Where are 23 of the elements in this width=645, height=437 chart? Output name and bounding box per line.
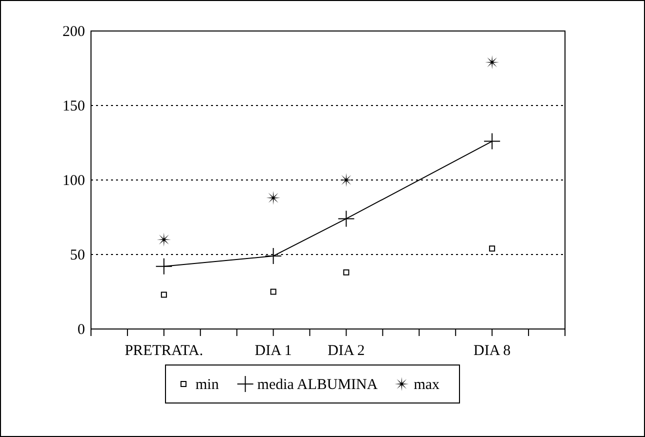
y-tick-label: 0 (78, 322, 85, 338)
legend-label: media ALBUMINA (257, 377, 378, 393)
point (266, 190, 280, 205)
y-tick-label: 100 (62, 173, 85, 189)
legend-label: min (196, 377, 220, 393)
point (343, 269, 350, 276)
x-tick-label: PRETRATA. (124, 343, 204, 359)
x-tick-label: DIA 2 (328, 343, 365, 359)
point (155, 258, 172, 275)
y-tick-label: 150 (62, 98, 85, 114)
legend-label: max (414, 377, 440, 393)
x-tick-label: DIA 8 (474, 343, 511, 359)
point (270, 288, 276, 295)
x-tick-label: DIA 1 (254, 343, 292, 359)
y-tick-label: 50 (70, 248, 85, 264)
point (338, 210, 355, 228)
y-tick-label: 200 (62, 24, 85, 40)
point (485, 55, 500, 70)
point (484, 132, 501, 150)
point (156, 232, 171, 247)
point (264, 247, 282, 264)
point (489, 246, 496, 252)
point (160, 292, 167, 298)
